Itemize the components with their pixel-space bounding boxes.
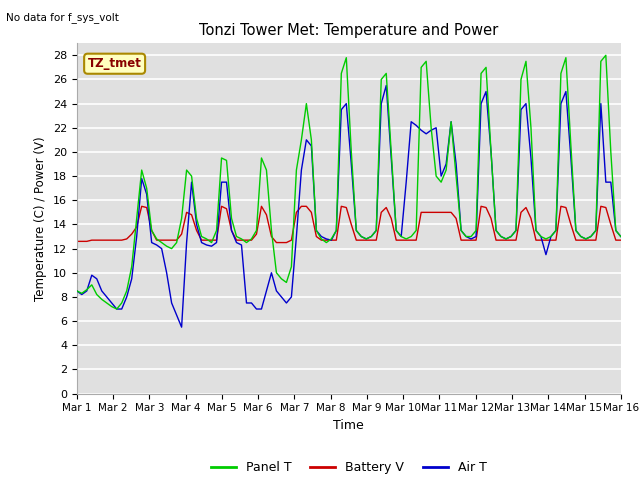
Y-axis label: Temperature (C) / Power (V): Temperature (C) / Power (V) bbox=[35, 136, 47, 300]
Text: No data for f_sys_volt: No data for f_sys_volt bbox=[6, 12, 119, 23]
Legend: Panel T, Battery V, Air T: Panel T, Battery V, Air T bbox=[206, 456, 492, 479]
Text: TZ_tmet: TZ_tmet bbox=[88, 57, 141, 70]
X-axis label: Time: Time bbox=[333, 419, 364, 432]
Title: Tonzi Tower Met: Temperature and Power: Tonzi Tower Met: Temperature and Power bbox=[199, 23, 499, 38]
